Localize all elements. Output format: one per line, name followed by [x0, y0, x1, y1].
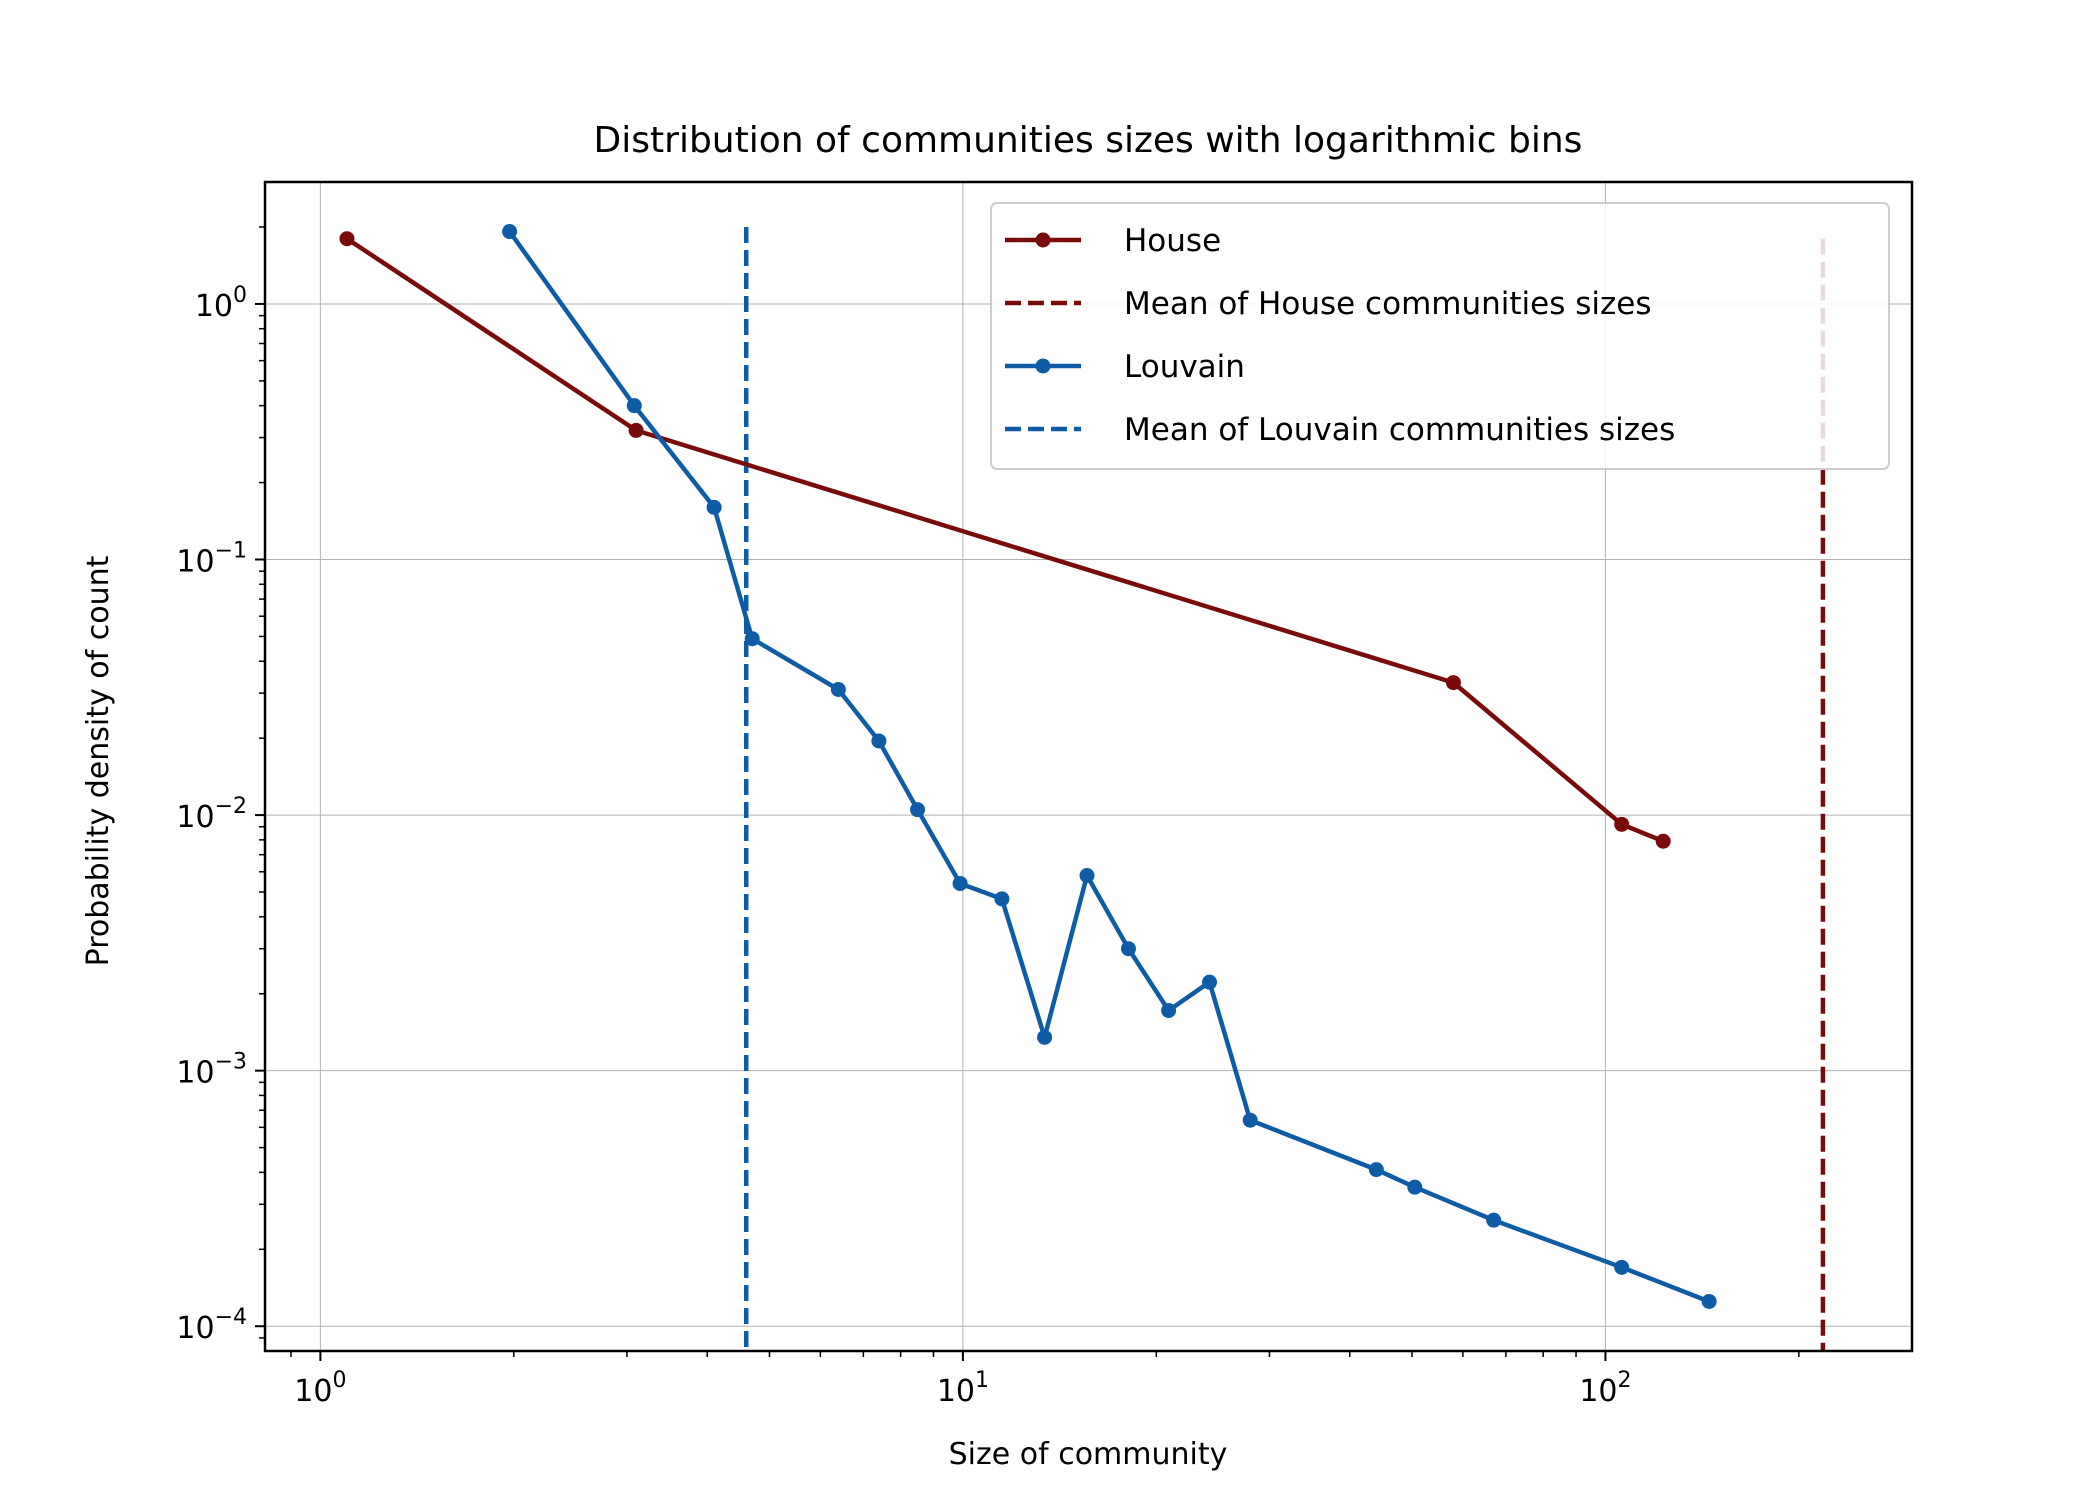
plot-area: 100 101 102 100 10−1 10−2 10−3 10−4	[176, 180, 1914, 1409]
y-tick-label: 100	[195, 283, 247, 324]
data-point	[1079, 868, 1095, 884]
legend-marker	[1035, 232, 1051, 248]
data-point	[1445, 675, 1461, 691]
axes-frame	[263, 180, 1914, 1353]
y-tick-label: 10−1	[176, 539, 247, 580]
data-point	[706, 499, 722, 515]
legend-label: Louvain	[1124, 349, 1245, 385]
chart-title: Distribution of communities sizes with l…	[594, 120, 1583, 161]
data-point	[1486, 1212, 1502, 1228]
data-point	[871, 733, 887, 749]
data-point	[994, 891, 1010, 907]
data-point	[830, 682, 846, 698]
y-tick-label: 10−2	[176, 794, 247, 835]
data-point	[744, 631, 760, 647]
data-point	[1701, 1293, 1717, 1309]
data-point	[628, 422, 644, 438]
y-tick-label: 10−3	[176, 1050, 247, 1091]
data-point	[1161, 1002, 1177, 1018]
y-tick-label: 10−4	[176, 1305, 247, 1346]
data-point	[1614, 816, 1630, 832]
data-point	[952, 875, 968, 891]
legend: House Mean of House communities sizes Louv…	[990, 202, 1890, 470]
legend-label: Mean of Louvain communities sizes	[1124, 412, 1675, 448]
data-point	[1037, 1029, 1053, 1045]
x-tick-label: 100	[294, 1368, 346, 1409]
data-point	[626, 398, 642, 414]
data-point	[339, 231, 355, 247]
data-point	[1242, 1112, 1258, 1128]
x-tick-label: 101	[937, 1368, 989, 1409]
legend-marker	[1035, 358, 1051, 374]
data-point	[1655, 833, 1671, 849]
legend-box	[990, 202, 1890, 470]
legend-label: House	[1124, 223, 1221, 259]
data-point	[1368, 1162, 1384, 1178]
legend-label: Mean of House communities sizes	[1124, 286, 1651, 322]
y-axis-label: Probability density of count	[81, 555, 116, 966]
data-point	[1120, 941, 1136, 957]
data-point	[1202, 974, 1218, 990]
data-point	[1407, 1179, 1423, 1195]
data-point	[502, 224, 518, 240]
x-axis-label: Size of community	[949, 1437, 1228, 1472]
data-point	[910, 802, 926, 818]
x-tick-label: 102	[1579, 1368, 1631, 1409]
data-point	[1614, 1259, 1630, 1275]
